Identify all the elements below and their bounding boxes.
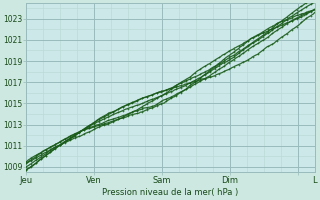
X-axis label: Pression niveau de la mer( hPa ): Pression niveau de la mer( hPa ) <box>102 188 239 197</box>
Text: L: L <box>313 176 317 185</box>
